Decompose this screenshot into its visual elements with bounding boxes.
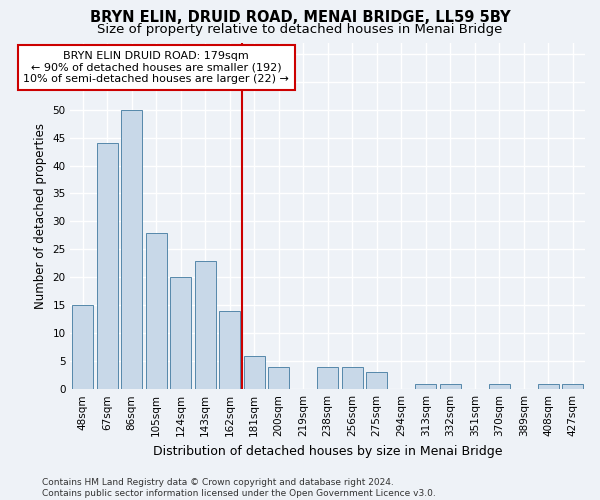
Bar [562,384,583,389]
Text: Size of property relative to detached houses in Menai Bridge: Size of property relative to detached ho… [97,22,503,36]
Bar [121,110,142,389]
Text: Contains HM Land Registry data © Crown copyright and database right 2024.
Contai: Contains HM Land Registry data © Crown c… [42,478,436,498]
Bar [489,384,509,389]
Bar [538,384,559,389]
Text: BRYN ELIN DRUID ROAD: 179sqm
← 90% of detached houses are smaller (192)
10% of s: BRYN ELIN DRUID ROAD: 179sqm ← 90% of de… [23,51,289,84]
X-axis label: Distribution of detached houses by size in Menai Bridge: Distribution of detached houses by size … [153,444,502,458]
Y-axis label: Number of detached properties: Number of detached properties [34,123,47,309]
Text: BRYN ELIN, DRUID ROAD, MENAI BRIDGE, LL59 5BY: BRYN ELIN, DRUID ROAD, MENAI BRIDGE, LL5… [89,10,511,25]
Bar [268,367,289,389]
Bar [72,306,93,389]
Bar [440,384,461,389]
Bar [97,143,118,389]
Bar [342,367,362,389]
Bar [317,367,338,389]
Bar [219,311,240,389]
Bar [170,278,191,389]
Bar [195,260,215,389]
Bar [146,232,167,389]
Bar [415,384,436,389]
Bar [367,372,387,389]
Bar [244,356,265,389]
